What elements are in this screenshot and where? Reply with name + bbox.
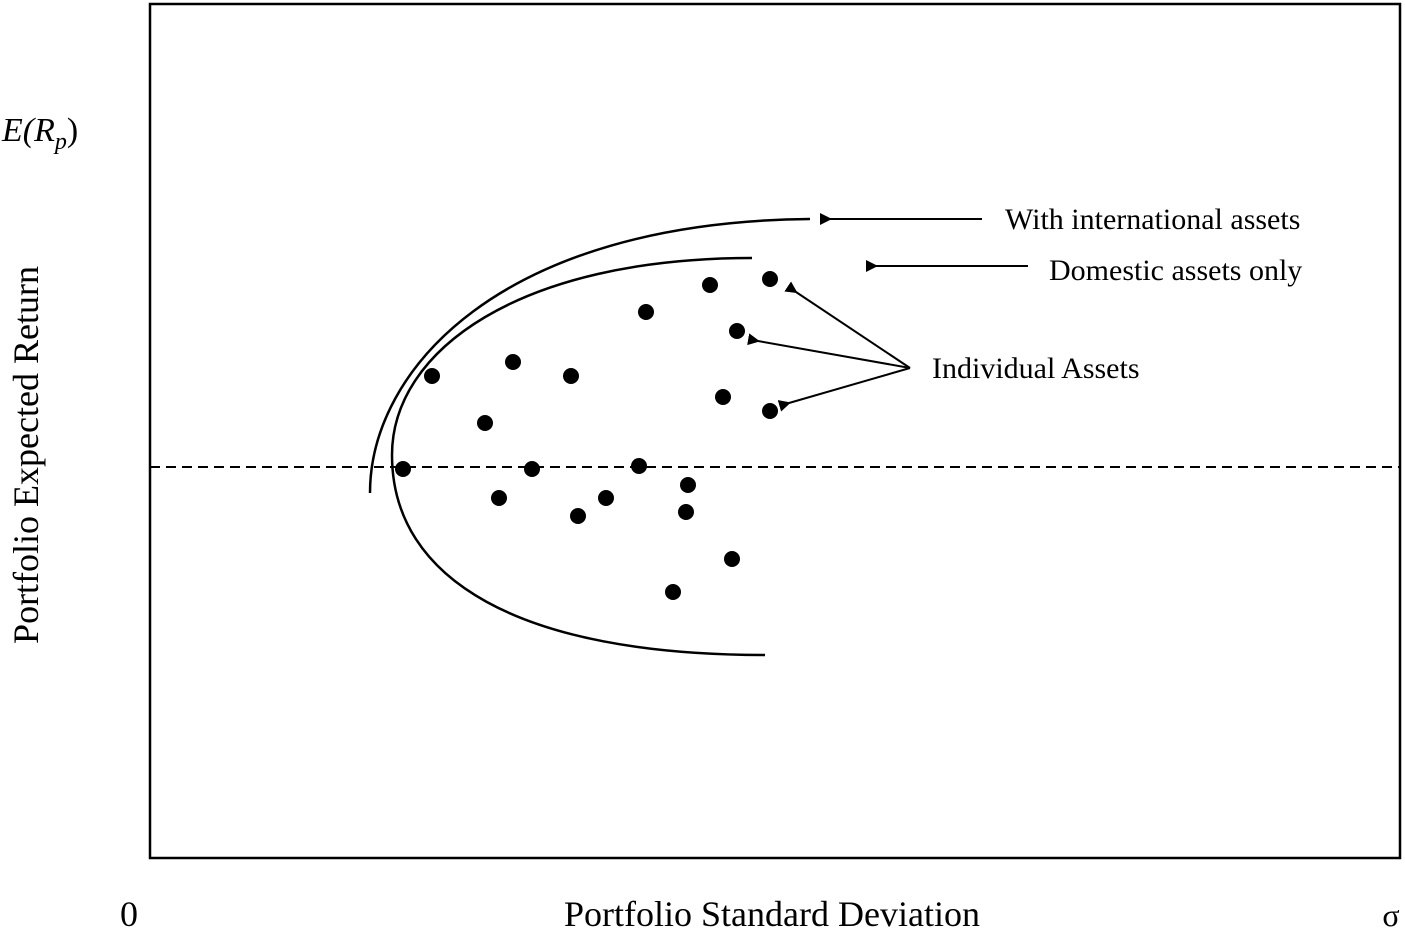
y-axis-label: Portfolio Expected Return <box>6 266 46 644</box>
international-frontier-curve <box>368 217 811 494</box>
asset-point <box>424 368 440 384</box>
asset-point <box>395 461 411 477</box>
y-axis-symbol: E(Rp) <box>1 112 78 155</box>
asset-point <box>631 458 647 474</box>
individual-asset-points <box>395 271 778 600</box>
y-axis-symbol-subscript: p <box>53 129 67 155</box>
asset-point <box>638 304 654 320</box>
asset-point <box>524 461 540 477</box>
asset-point <box>505 354 521 370</box>
asset-point <box>762 271 778 287</box>
x-axis-end-label: σ <box>1382 897 1399 933</box>
asset-point <box>680 477 696 493</box>
asset-point <box>598 490 614 506</box>
annotation-domestic: Domestic assets only <box>1049 254 1302 287</box>
y-axis-symbol-base: E(R <box>1 112 55 149</box>
x-axis-origin-label: 0 <box>120 894 138 934</box>
asset-point <box>715 389 731 405</box>
individual-assets-arrow-lower <box>777 367 911 412</box>
asset-point <box>678 504 694 520</box>
asset-point <box>491 490 507 506</box>
asset-point <box>563 368 579 384</box>
individual-assets-arrow-upper <box>784 281 911 369</box>
asset-point <box>762 403 778 419</box>
asset-point <box>570 508 586 524</box>
plot-area-frame <box>148 2 1402 860</box>
asset-point <box>665 584 681 600</box>
asset-point <box>724 551 740 567</box>
asset-point <box>702 277 718 293</box>
asset-point <box>729 323 745 339</box>
domestic-frontier-curve <box>390 256 766 657</box>
asset-point <box>477 415 493 431</box>
annotation-international: With international assets <box>1005 203 1300 236</box>
annotation-individual-assets: Individual Assets <box>932 352 1140 385</box>
individual-assets-arrow-middle <box>747 333 911 369</box>
y-axis-symbol-close: ) <box>67 112 78 149</box>
x-axis-label: Portfolio Standard Deviation <box>564 894 980 934</box>
